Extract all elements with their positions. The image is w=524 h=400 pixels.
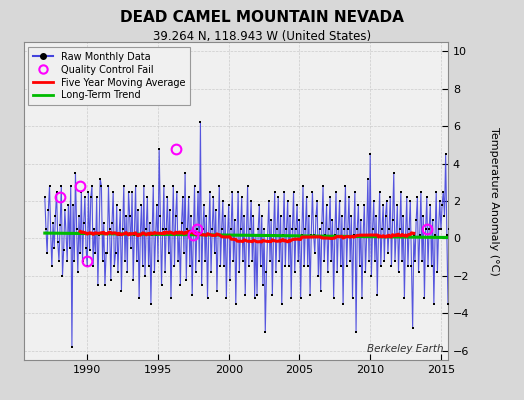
Legend: Raw Monthly Data, Quality Control Fail, Five Year Moving Average, Long-Term Tren: Raw Monthly Data, Quality Control Fail, … xyxy=(28,47,190,105)
Text: DEAD CAMEL MOUNTAIN NEVADA: DEAD CAMEL MOUNTAIN NEVADA xyxy=(120,10,404,25)
Text: Berkeley Earth: Berkeley Earth xyxy=(367,344,444,354)
Y-axis label: Temperature Anomaly (°C): Temperature Anomaly (°C) xyxy=(489,127,499,275)
Text: 39.264 N, 118.943 W (United States): 39.264 N, 118.943 W (United States) xyxy=(153,30,371,43)
